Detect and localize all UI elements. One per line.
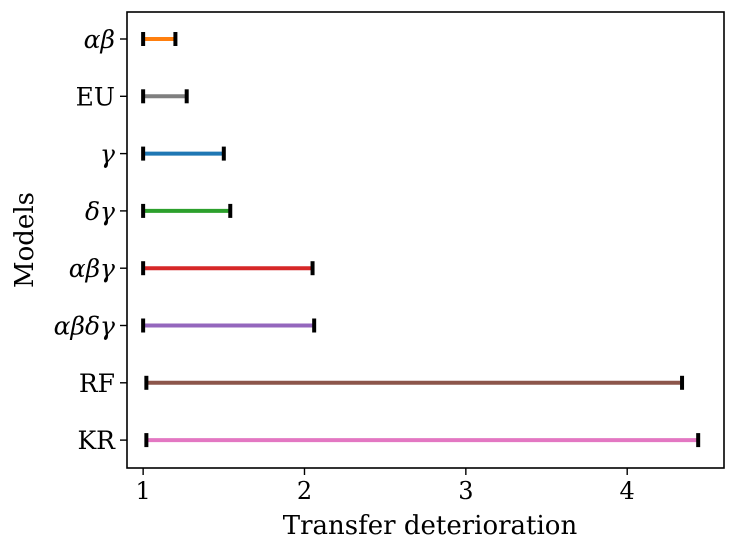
y-tick-label: RF	[79, 369, 115, 398]
y-axis-label: Models	[10, 192, 40, 288]
y-tick-label: αβ	[84, 25, 115, 54]
intervals	[141, 32, 701, 448]
x-tick-label: 3	[458, 477, 473, 505]
y-tick-label: αβδγ	[54, 312, 115, 341]
x-ticks: 1 2 3 4	[135, 468, 635, 505]
y-tick-label: γ	[100, 140, 115, 169]
y-tick-label: EU	[76, 82, 115, 111]
x-tick-label: 4	[620, 477, 635, 505]
plot-frame	[126, 11, 725, 469]
y-tick-label: δγ	[85, 197, 115, 226]
x-axis-label: Transfer deterioration	[283, 511, 578, 541]
x-tick-label: 1	[135, 477, 150, 505]
y-tick-label: KR	[78, 426, 117, 455]
x-tick-label: 2	[297, 477, 312, 505]
y-tick-label: αβγ	[69, 254, 115, 283]
y-tick-labels: αβ EU γ δγ αβγ αβδγ RF KR	[54, 25, 127, 455]
